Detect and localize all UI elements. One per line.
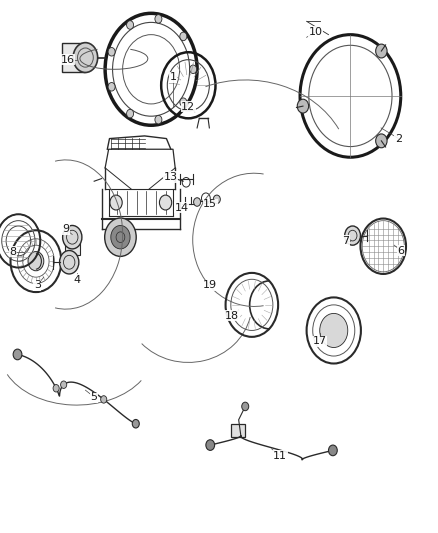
Text: 10: 10 (308, 27, 322, 37)
Circle shape (110, 195, 122, 210)
Text: 16: 16 (61, 55, 75, 64)
Text: 19: 19 (203, 280, 217, 290)
Circle shape (206, 440, 215, 450)
Circle shape (28, 252, 44, 271)
Text: 11: 11 (273, 451, 287, 461)
Text: 1: 1 (170, 72, 177, 82)
Circle shape (194, 198, 201, 206)
Text: 3: 3 (34, 280, 41, 290)
Circle shape (376, 44, 387, 58)
Circle shape (108, 47, 115, 56)
Text: 5: 5 (91, 392, 98, 402)
Circle shape (213, 195, 220, 204)
Circle shape (60, 381, 67, 389)
Circle shape (242, 402, 249, 411)
Circle shape (328, 445, 337, 456)
FancyBboxPatch shape (65, 243, 80, 255)
Circle shape (105, 218, 136, 256)
Circle shape (297, 99, 309, 113)
Text: 9: 9 (62, 224, 69, 234)
Text: 18: 18 (225, 311, 239, 320)
Circle shape (155, 116, 162, 124)
Text: 8: 8 (10, 247, 17, 256)
Circle shape (180, 98, 187, 107)
Circle shape (190, 65, 197, 74)
Circle shape (111, 225, 130, 249)
Text: 4: 4 (73, 275, 80, 285)
Text: 7: 7 (343, 236, 350, 246)
Circle shape (320, 313, 348, 348)
Circle shape (73, 43, 98, 72)
Circle shape (13, 349, 22, 360)
Circle shape (180, 32, 187, 41)
Text: 6: 6 (397, 246, 404, 255)
Circle shape (127, 109, 134, 118)
Circle shape (127, 21, 134, 29)
Circle shape (101, 395, 107, 403)
Text: 2: 2 (395, 134, 402, 143)
Circle shape (155, 14, 162, 23)
Circle shape (63, 225, 82, 249)
Circle shape (376, 134, 387, 148)
Text: 12: 12 (181, 102, 195, 111)
Text: 15: 15 (203, 199, 217, 209)
Circle shape (159, 195, 172, 210)
Circle shape (132, 419, 139, 428)
Circle shape (108, 83, 115, 91)
Circle shape (60, 251, 79, 274)
Text: 17: 17 (313, 336, 327, 346)
FancyBboxPatch shape (231, 424, 245, 437)
FancyBboxPatch shape (62, 43, 85, 72)
Circle shape (53, 384, 59, 392)
Text: 14: 14 (175, 203, 189, 213)
Circle shape (345, 226, 360, 245)
Text: 13: 13 (164, 172, 178, 182)
